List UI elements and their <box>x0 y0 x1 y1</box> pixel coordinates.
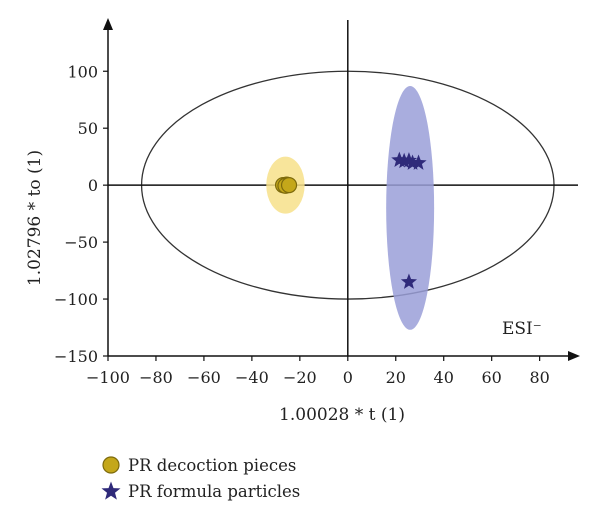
star-marker-icon <box>101 481 121 500</box>
legend-item-decoction: PR decoction pieces <box>100 452 300 478</box>
legend-item-formula: PR formula particles <box>100 478 300 504</box>
data-point-decoction <box>280 177 298 194</box>
axes <box>103 18 580 361</box>
y-tick-label: −50 <box>64 233 98 252</box>
y-axis-title: 1.02796 * to (1) <box>25 150 45 286</box>
x-tick-label: −80 <box>139 368 173 387</box>
data-point-formula <box>400 152 418 168</box>
data-point-formula <box>400 273 418 289</box>
y-tick-label: 100 <box>67 62 98 81</box>
y-arrow-icon <box>103 18 113 30</box>
x-tick-label: −60 <box>187 368 221 387</box>
x-tick-label: 20 <box>386 368 406 387</box>
x-tick-label: 80 <box>529 368 549 387</box>
x-tick-label: 40 <box>434 368 454 387</box>
y-tick-label: 0 <box>88 176 98 195</box>
legend: PR decoction pieces PR formula particles <box>100 452 300 504</box>
y-tick-label: −150 <box>54 347 98 366</box>
esi-annotation: ESI⁻ <box>502 319 542 339</box>
x-tick-label: −100 <box>86 368 130 387</box>
legend-label-decoction: PR decoction pieces <box>128 455 297 475</box>
tick-labels: −100 −80 −60 −40 −20 0 20 40 60 80 −150 −100 −50 0 50 1… <box>54 62 550 387</box>
y-tick-label: −100 <box>54 290 98 309</box>
group-ellipse-1 <box>386 86 435 330</box>
legend-label-formula: PR formula particles <box>128 481 301 501</box>
x-arrow-icon <box>568 351 580 361</box>
circle-marker-icon <box>102 456 120 474</box>
data-point-formula <box>404 154 421 170</box>
x-tick-label: 60 <box>481 368 501 387</box>
data-point-formula <box>410 154 427 170</box>
data-points <box>274 151 427 289</box>
x-tick-label: 0 <box>343 368 353 387</box>
x-axis-title: 1.00028 * t (1) <box>279 405 405 425</box>
group-ellipses <box>266 86 435 330</box>
x-tick-label: −40 <box>235 368 269 387</box>
x-tick-label: −20 <box>283 368 317 387</box>
y-tick-label: 50 <box>78 119 98 138</box>
